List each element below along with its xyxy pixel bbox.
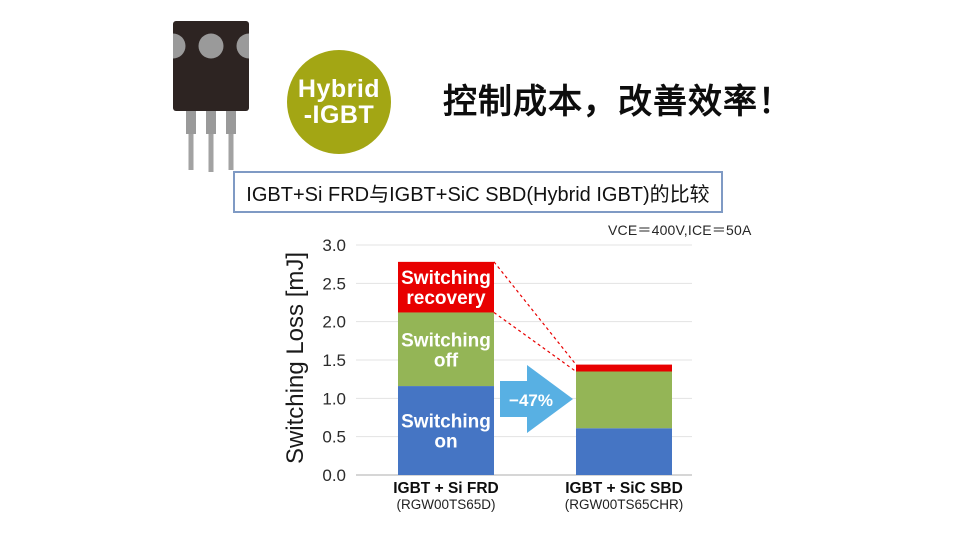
- bar-segment-switching-recovery: [398, 261, 494, 313]
- x-category-label: IGBT + Si FRD: [393, 480, 499, 497]
- package-hole: [236, 33, 249, 59]
- segment-label: Switching off: [401, 330, 491, 371]
- package-pin: [228, 134, 234, 170]
- package-pin: [188, 134, 194, 170]
- comparison-subtitle-box: IGBT+Si FRD与IGBT+SiC SBD(Hybrid IGBT)的比较: [233, 171, 723, 213]
- y-tick-label: 1.5: [322, 351, 346, 370]
- bar-segment-switching-recovery: [576, 364, 672, 372]
- bar-segment-switching-off: [398, 312, 494, 387]
- hybrid-igbt-badge: Hybrid -IGBT: [287, 50, 391, 154]
- bar-segment-switching-on: [576, 428, 672, 475]
- package-leg: [226, 111, 236, 134]
- package-hole: [198, 33, 224, 59]
- reduction-arrow-label: −47%: [509, 391, 553, 410]
- test-condition-note: VCE＝400V,ICE＝50A: [608, 222, 752, 238]
- badge-line1: Hybrid: [297, 74, 381, 103]
- bar-segment-switching-on: [398, 386, 494, 475]
- package-pin: [208, 134, 214, 172]
- y-tick-label: 3.0: [322, 236, 346, 255]
- x-category-sublabel: (RGW00TS65CHR): [565, 497, 684, 512]
- connector-line-top: [493, 261, 577, 365]
- y-tick-label: 2.5: [322, 274, 346, 293]
- connector-line-bottom: [493, 311, 577, 372]
- package-leg: [206, 111, 216, 134]
- y-axis-title: Switching Loss [mJ]: [282, 252, 309, 464]
- igbt-package-icon: [173, 21, 249, 172]
- y-tick-label: 0.5: [322, 428, 346, 447]
- y-tick-label: 1.0: [322, 389, 346, 408]
- page-title: 控制成本，改善效率！: [443, 83, 793, 121]
- y-tick-label: 2.0: [322, 313, 346, 332]
- package-hole: [173, 33, 186, 59]
- badge-line2: -IGBT: [303, 101, 375, 129]
- package-body: [173, 21, 249, 111]
- reduction-arrow-icon: [500, 365, 573, 433]
- x-category-sublabel: (RGW00TS65D): [396, 497, 495, 512]
- x-category-label: IGBT + SiC SBD: [565, 480, 683, 497]
- y-tick-label: 0.0: [322, 466, 346, 485]
- bar-segment-switching-off: [576, 371, 672, 429]
- comparison-subtitle: IGBT+Si FRD与IGBT+SiC SBD(Hybrid IGBT)的比较: [246, 183, 710, 206]
- package-leg: [186, 111, 196, 134]
- segment-label: Switching recovery: [401, 268, 491, 309]
- segment-label: Switching on: [401, 412, 491, 453]
